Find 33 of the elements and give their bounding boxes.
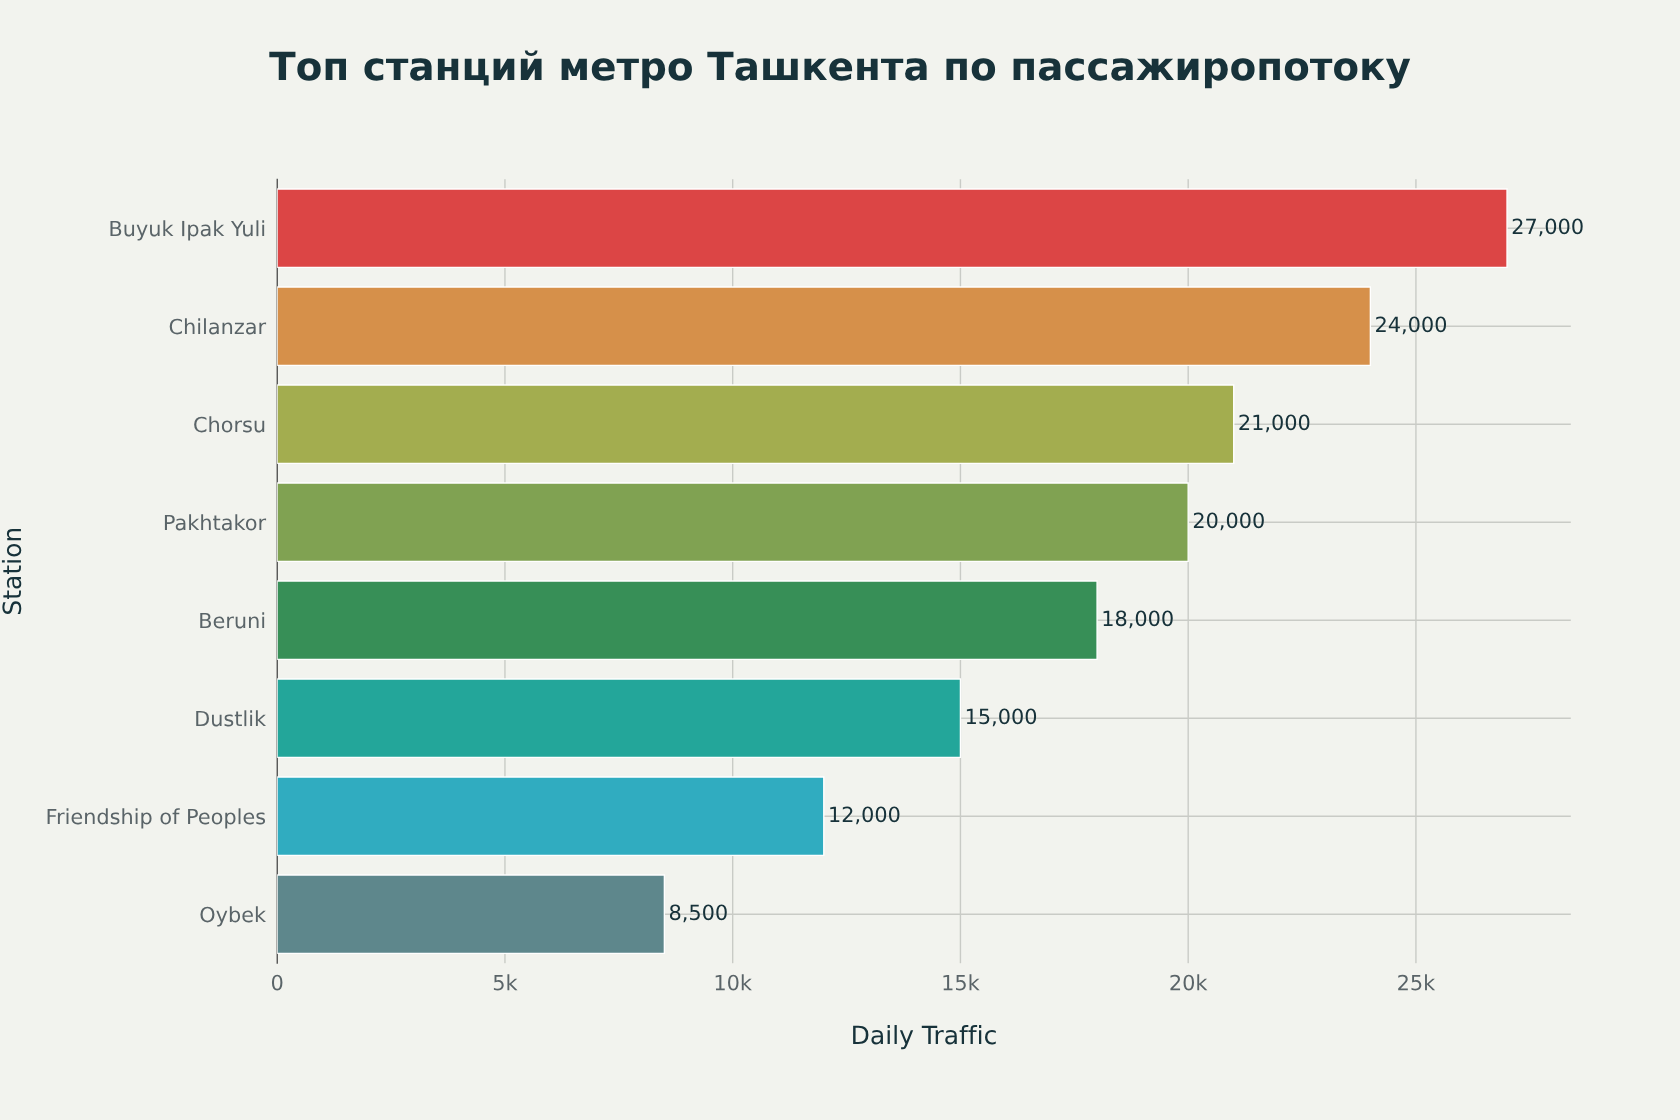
- y-tick-label: Dustlik: [196, 710, 267, 727]
- data-label: 21,000: [1239, 414, 1310, 433]
- bar: [277, 678, 962, 759]
- y-tick-label: Beruni: [200, 612, 265, 629]
- bar: [277, 482, 1189, 563]
- chart-title: Топ станций метро Ташкента по пассажиропотоку: [269, 50, 1411, 89]
- bar: [277, 286, 1372, 367]
- y-tick-label: Chilanzar: [169, 318, 267, 335]
- y-axis-title: Station: [1, 528, 22, 614]
- data-label: 8,500: [669, 904, 727, 923]
- data-label: 27,000: [1512, 218, 1583, 237]
- x-tick-label: 0: [271, 974, 283, 991]
- y-tick-label: Buyuk Ipak Yuli: [110, 220, 265, 241]
- y-tick-label: Oybek: [200, 906, 267, 927]
- x-tick-label: 20k: [1170, 974, 1208, 991]
- x-tick-label: 10k: [715, 974, 752, 991]
- x-axis-title: Daily Traffic: [853, 1025, 996, 1050]
- data-label: 20,000: [1193, 512, 1264, 531]
- data-label: 15,000: [966, 708, 1037, 727]
- y-tick-label: Pakhtakor: [164, 514, 267, 531]
- bar: [277, 188, 1508, 269]
- y-tick-label: Chorsu: [194, 416, 265, 433]
- bar: [277, 776, 825, 857]
- x-tick-label: 5k: [493, 974, 518, 991]
- data-label: 24,000: [1376, 316, 1447, 335]
- data-label: 12,000: [830, 806, 900, 825]
- bar: [277, 580, 1098, 661]
- data-label: 18,000: [1103, 610, 1173, 629]
- bar: [277, 874, 666, 955]
- y-tick-label: Friendship of Peoples: [47, 808, 266, 829]
- x-tick-label: 25k: [1398, 974, 1436, 991]
- bar: [277, 384, 1235, 465]
- x-tick-label: 15k: [943, 974, 980, 991]
